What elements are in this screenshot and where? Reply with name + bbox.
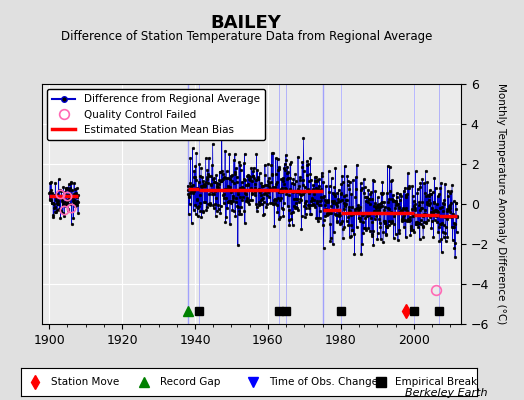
Text: Berkeley Earth: Berkeley Earth xyxy=(405,388,487,398)
Legend: Difference from Regional Average, Quality Control Failed, Estimated Station Mean: Difference from Regional Average, Qualit… xyxy=(47,89,265,140)
Text: Station Move: Station Move xyxy=(51,377,119,387)
Y-axis label: Monthly Temperature Anomaly Difference (°C): Monthly Temperature Anomaly Difference (… xyxy=(496,83,506,325)
Text: Record Gap: Record Gap xyxy=(160,377,221,387)
Text: Time of Obs. Change: Time of Obs. Change xyxy=(269,377,378,387)
Text: BAILEY: BAILEY xyxy=(211,14,282,32)
Text: Empirical Break: Empirical Break xyxy=(395,377,477,387)
Text: Difference of Station Temperature Data from Regional Average: Difference of Station Temperature Data f… xyxy=(61,30,432,43)
